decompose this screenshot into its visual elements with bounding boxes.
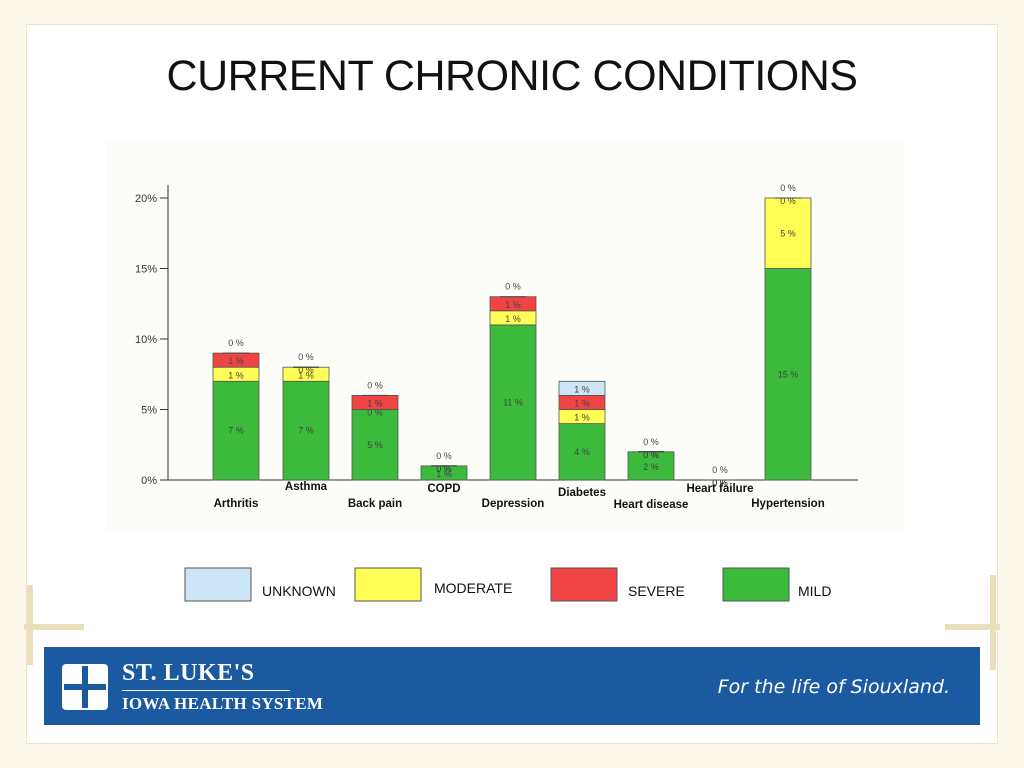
data-label-copd-moderate: 0 %: [436, 464, 452, 474]
data-label-back-pain-moderate: 0 %: [367, 408, 383, 418]
legend-label-severe: SEVERE: [628, 583, 685, 599]
bar-hypertension-mild: [764, 268, 812, 481]
data-label-arthritis-severe: 1 %: [228, 356, 244, 366]
page-title: CURRENT CHRONIC CONDITIONS: [166, 52, 858, 100]
bar-heart-disease-mild: [627, 451, 675, 481]
data-label-asthma-mild: 7 %: [298, 426, 314, 436]
x-tick-label-diabetes: Diabetes: [558, 487, 606, 499]
corner-ornament-left: [24, 585, 84, 665]
data-label-asthma-unknown: 0 %: [298, 352, 314, 362]
data-label-heart-failure-mild: 0 %: [712, 478, 728, 488]
data-label-diabetes-moderate: 1 %: [574, 413, 590, 423]
y-tick-label: 5%: [141, 405, 157, 417]
bar-arthritis-mild: [212, 380, 260, 481]
data-label-heart-failure-moderate: 0 %: [712, 478, 728, 488]
data-label-heart-disease-moderate: 0 %: [643, 450, 659, 460]
data-label-back-pain-severe: 1 %: [367, 398, 383, 408]
legend-swatch-unknown: [184, 567, 252, 602]
data-label-copd-unknown: 0 %: [436, 451, 452, 461]
bar-back-pain-mild: [351, 409, 399, 481]
data-label-arthritis-unknown: 0 %: [228, 338, 244, 348]
data-label-copd-severe: 0 %: [436, 464, 452, 474]
data-label-back-pain-unknown: 0 %: [367, 380, 383, 390]
data-label-hypertension-mild: 15 %: [778, 369, 799, 379]
data-label-asthma-severe: 0 %: [298, 365, 314, 375]
data-label-hypertension-unknown: 0 %: [780, 183, 796, 193]
legend-label-moderate: MODERATE: [434, 580, 512, 596]
data-label-heart-disease-unknown: 0 %: [643, 437, 659, 447]
data-label-heart-disease-severe: 0 %: [643, 450, 659, 460]
data-label-depression-unknown: 0 %: [505, 282, 521, 292]
y-tick-label: 20%: [135, 193, 157, 205]
bar-hypertension-moderate: [764, 197, 812, 269]
data-label-hypertension-severe: 0 %: [780, 196, 796, 206]
y-tick-label: 10%: [135, 334, 157, 346]
footer-band: [44, 647, 980, 725]
data-label-copd-mild: 1 %: [436, 469, 452, 479]
data-label-depression-mild: 11 %: [503, 397, 523, 407]
x-tick-label-hypertension: Hypertension: [751, 498, 825, 510]
x-tick-label-back-pain: Back pain: [348, 498, 402, 510]
data-label-hypertension-moderate: 5 %: [780, 228, 796, 238]
data-label-depression-moderate: 1 %: [505, 314, 521, 324]
y-tick-label: 15%: [135, 264, 157, 276]
x-tick-label-depression: Depression: [482, 498, 545, 510]
legend-swatch-severe: [550, 567, 618, 602]
org-subname: IOWA HEALTH SYSTEM: [122, 694, 324, 713]
logo-divider: [122, 690, 290, 691]
bar-diabetes-unknown: [558, 380, 606, 396]
data-label-arthritis-mild: 7 %: [228, 426, 244, 436]
x-tick-label-copd: COPD: [427, 483, 460, 495]
data-label-heart-failure-unknown: 0 %: [712, 465, 728, 475]
legend-swatch-moderate: [354, 567, 422, 602]
data-label-heart-disease-mild: 2 %: [643, 462, 659, 472]
data-label-depression-severe: 1 %: [505, 300, 521, 310]
bar-depression-mild: [489, 324, 537, 481]
data-label-arthritis-moderate: 1 %: [228, 370, 244, 380]
data-label-diabetes-severe: 1 %: [574, 398, 590, 408]
x-tick-label-heart-disease: Heart disease: [614, 499, 689, 511]
legend-swatch-mild: [722, 567, 790, 602]
x-tick-label-arthritis: Arthritis: [214, 498, 259, 510]
org-name: ST. LUKE'S: [122, 660, 255, 686]
data-label-asthma-moderate: 1 %: [298, 370, 314, 380]
x-tick-label-heart-failure: Heart failure: [686, 483, 753, 495]
cross-logo-icon: [62, 664, 108, 710]
y-tick-label: 0%: [141, 475, 157, 487]
legend-label-mild: MILD: [798, 583, 831, 599]
data-label-back-pain-mild: 5 %: [367, 440, 383, 450]
data-label-diabetes-unknown: 1 %: [574, 384, 590, 394]
data-label-heart-failure-severe: 0 %: [712, 478, 728, 488]
corner-ornament-right: [945, 575, 1000, 670]
tagline: For the life of Siouxland.: [717, 676, 950, 698]
x-tick-label-asthma: Asthma: [285, 481, 328, 493]
legend-label-unknown: UNKNOWN: [262, 583, 336, 599]
data-label-diabetes-mild: 4 %: [574, 447, 590, 457]
